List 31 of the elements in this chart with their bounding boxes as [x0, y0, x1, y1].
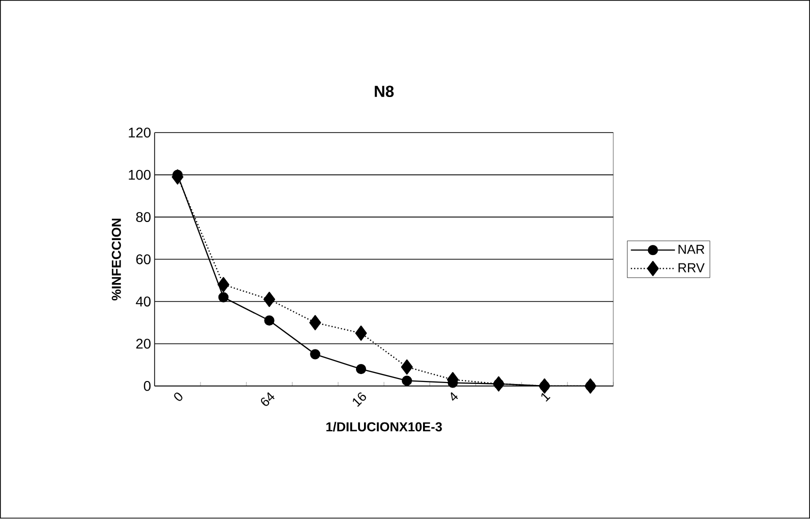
point: [356, 364, 366, 374]
x-tick-label: 64: [260, 392, 275, 406]
x-axis-title: 1/DILUCIONX10E-3: [326, 422, 442, 432]
point: [264, 316, 274, 326]
point: [584, 378, 596, 394]
point: [538, 378, 550, 394]
x-tick-label: 4: [450, 392, 458, 401]
y-tick-label: 80: [136, 212, 151, 222]
legend-label: RRV: [678, 264, 705, 272]
y-tick-label: 0: [144, 381, 151, 392]
legend-label: NAR: [678, 245, 704, 254]
point: [263, 292, 276, 308]
point: [492, 376, 504, 392]
y-tick-label: 100: [128, 170, 151, 180]
point: [355, 326, 367, 342]
point: [218, 292, 229, 303]
point: [172, 170, 184, 185]
point: [402, 376, 412, 386]
x-tick-label: 0: [174, 392, 182, 402]
y-tick-label: 120: [128, 128, 151, 138]
point: [310, 349, 320, 360]
y-axis-title: %INFECCION: [112, 218, 121, 301]
point: [401, 360, 413, 375]
x-tick-label: 1: [541, 393, 550, 402]
point: [218, 277, 230, 292]
point: [309, 315, 322, 330]
chart-title: N8: [374, 86, 394, 98]
y-tick-label: 40: [136, 296, 151, 307]
y-tick-label: 60: [136, 254, 151, 264]
x-tick-label: 16: [352, 392, 366, 408]
y-tick-label: 20: [136, 339, 151, 349]
